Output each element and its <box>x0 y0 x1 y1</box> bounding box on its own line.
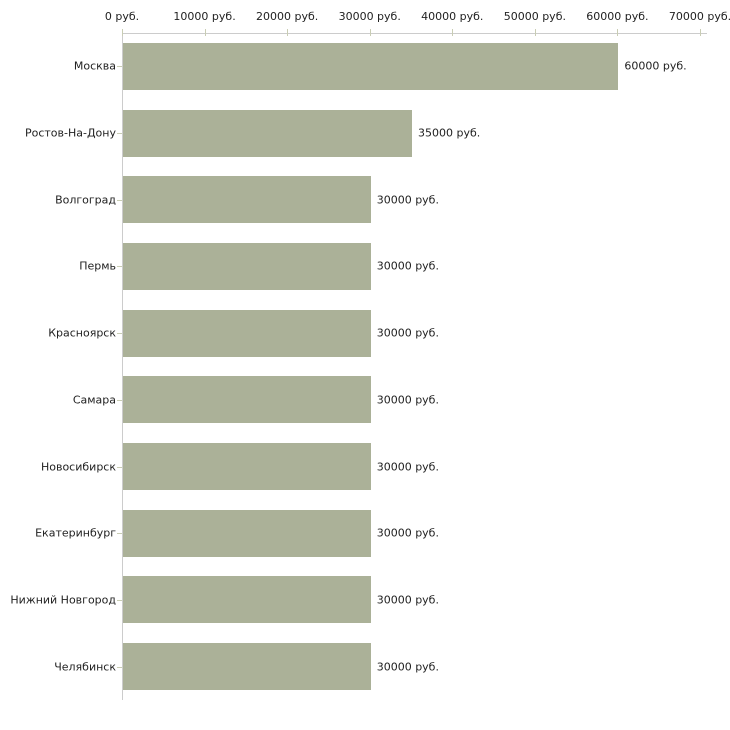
value-label: 30000 руб. <box>376 193 439 207</box>
category-label: Екатеринбург <box>35 526 116 540</box>
category-label: Волгоград <box>55 193 116 207</box>
category-label: Красноярск <box>48 326 116 340</box>
value-label: 30000 руб. <box>376 526 439 540</box>
x-tick-mark <box>204 29 206 36</box>
category-tick-mark <box>117 400 122 401</box>
bar <box>123 376 371 424</box>
category-label: Нижний Новгород <box>10 593 116 607</box>
value-label: 35000 руб. <box>418 126 481 140</box>
category-tick-mark <box>117 533 122 534</box>
value-label: 30000 руб. <box>376 393 439 407</box>
category-label: Самара <box>72 393 116 407</box>
value-label: 60000 руб. <box>624 59 687 73</box>
x-tick-label: 10000 руб. <box>173 10 236 23</box>
bar <box>123 309 371 357</box>
x-tick-mark <box>617 29 619 36</box>
category-tick-mark <box>117 200 122 201</box>
x-tick-label: 60000 руб. <box>586 10 649 23</box>
bar <box>123 242 371 290</box>
category-tick-mark <box>117 133 122 134</box>
bar <box>123 443 371 491</box>
x-tick-label: 50000 руб. <box>503 10 566 23</box>
value-label: 30000 руб. <box>376 326 439 340</box>
x-tick-label: 20000 руб. <box>256 10 319 23</box>
category-label: Ростов-На-Дону <box>24 126 116 140</box>
value-label: 30000 руб. <box>376 259 439 273</box>
bar <box>123 576 371 624</box>
category-label: Новосибирск <box>40 460 116 474</box>
bar <box>123 176 371 224</box>
x-tick-label: 0 руб. <box>104 10 140 23</box>
bar <box>123 42 619 90</box>
value-label: 30000 руб. <box>376 660 439 674</box>
x-tick-label: 30000 руб. <box>338 10 401 23</box>
category-tick-mark <box>117 266 122 267</box>
bar <box>123 109 412 157</box>
category-tick-mark <box>117 667 122 668</box>
x-tick-mark <box>700 29 701 36</box>
category-tick-mark <box>117 600 122 601</box>
x-tick-mark <box>534 29 536 36</box>
value-label: 30000 руб. <box>376 460 439 474</box>
y-axis-line <box>122 33 123 700</box>
bar <box>123 643 371 691</box>
x-tick-mark <box>452 29 454 36</box>
x-tick-label: 70000 руб. <box>668 10 730 23</box>
x-axis-line <box>122 33 707 34</box>
category-label: Пермь <box>79 259 116 273</box>
category-tick-mark <box>117 66 122 67</box>
x-tick-label: 40000 руб. <box>421 10 484 23</box>
x-tick-mark <box>122 29 123 36</box>
category-tick-mark <box>117 467 122 468</box>
x-tick-mark <box>369 29 371 36</box>
category-label: Москва <box>73 59 116 73</box>
bar <box>123 509 371 557</box>
x-tick-mark <box>287 29 289 36</box>
value-label: 30000 руб. <box>376 593 439 607</box>
category-label: Челябинск <box>54 660 116 674</box>
category-tick-mark <box>117 333 122 334</box>
